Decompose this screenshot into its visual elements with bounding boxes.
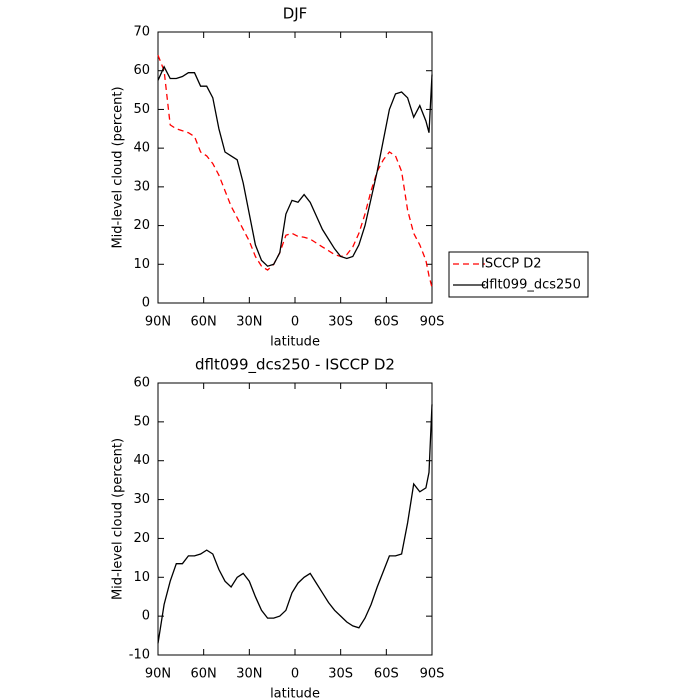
x-tick-label: 30N	[236, 667, 262, 682]
y-tick-label: 70	[133, 25, 150, 40]
series-line	[157, 404, 433, 644]
series-line	[157, 65, 433, 267]
y-tick-label: 60	[133, 376, 150, 391]
plot-frame	[157, 382, 433, 656]
y-axis-label: Mid-level cloud (percent)	[111, 86, 126, 248]
x-tick-label: 60S	[374, 315, 399, 330]
series-line	[157, 54, 433, 288]
y-tick-label: 10	[133, 257, 150, 272]
y-tick-label: 50	[133, 414, 150, 429]
y-tick-label: 0	[142, 296, 150, 311]
x-tick-label: 30S	[328, 315, 353, 330]
x-tick-label: 90S	[420, 315, 445, 330]
legend-label: ISCCP D2	[481, 257, 542, 272]
y-tick-label: 30	[133, 492, 150, 507]
y-tick-label: 40	[133, 453, 150, 468]
x-tick-label: 60N	[191, 315, 217, 330]
chart-title: dflt099_dcs250 - ISCCP D2	[195, 356, 395, 375]
y-tick-label: 20	[133, 218, 150, 233]
plot-frame	[157, 31, 433, 304]
y-axis-label: Mid-level cloud (percent)	[111, 438, 126, 600]
x-axis-label: latitude	[270, 335, 320, 350]
y-tick-label: 40	[133, 141, 150, 156]
y-tick-label: 30	[133, 179, 150, 194]
y-tick-label: 10	[133, 570, 150, 585]
x-tick-label: 90N	[145, 315, 171, 330]
y-tick-label: 20	[133, 531, 150, 546]
y-tick-label: -10	[129, 648, 150, 663]
x-tick-label: 60N	[191, 667, 217, 682]
x-tick-label: 30N	[236, 315, 262, 330]
x-axis-label: latitude	[270, 687, 320, 700]
x-tick-label: 90N	[145, 667, 171, 682]
y-tick-label: 50	[133, 102, 150, 117]
legend-box	[448, 251, 589, 298]
y-tick-label: 0	[142, 609, 150, 624]
y-tick-label: 60	[133, 63, 150, 78]
x-tick-label: 90S	[420, 667, 445, 682]
chart-title: DJF	[283, 5, 308, 23]
x-tick-label: 30S	[328, 667, 353, 682]
x-tick-label: 0	[291, 667, 299, 682]
legend-label: dflt099_dcs250	[481, 278, 581, 293]
x-tick-label: 0	[291, 315, 299, 330]
x-tick-label: 60S	[374, 667, 399, 682]
